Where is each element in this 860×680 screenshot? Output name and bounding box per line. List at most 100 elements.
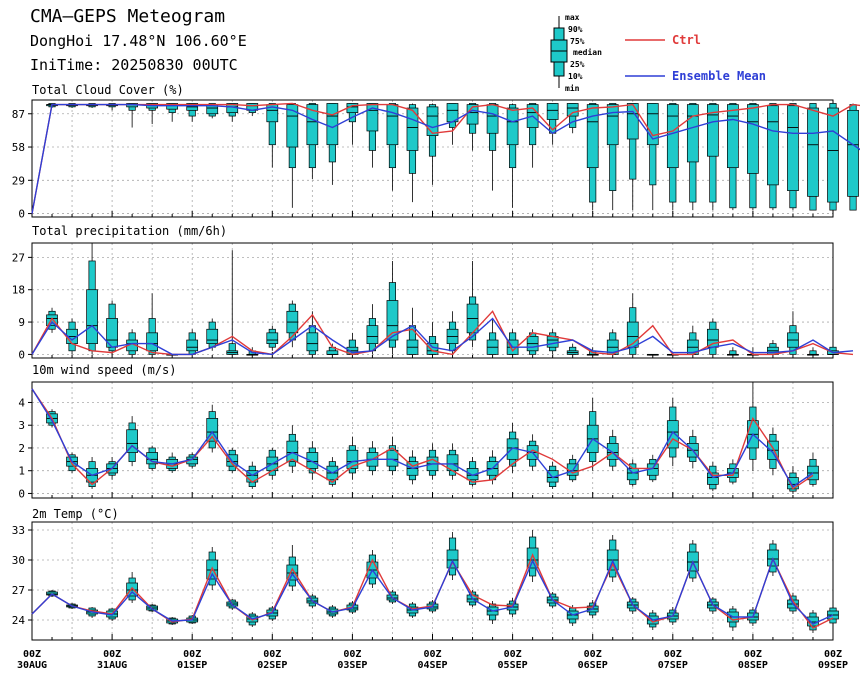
- iqr-box: [426, 343, 439, 355]
- x-tick-label-date: 06SEP: [578, 660, 608, 671]
- iqr-box: [306, 104, 319, 146]
- panel-title: 10m wind speed (m/s): [32, 363, 177, 377]
- iqr-box: [366, 103, 379, 132]
- y-tick-label: 27: [12, 584, 25, 597]
- iqr-box: [606, 104, 619, 146]
- box-plot: [126, 416, 138, 467]
- x-tick-label-hour: 00Z: [23, 649, 41, 660]
- iqr-box: [126, 429, 138, 453]
- p10-p90-box: [729, 350, 737, 355]
- iqr-box: [186, 339, 199, 352]
- iqr-box: [366, 325, 379, 344]
- box-plot: [446, 103, 459, 145]
- x-tick-label-date: 31AUG: [97, 660, 127, 671]
- box-plot: [606, 429, 619, 471]
- ensemble-mean-line: [31, 103, 860, 214]
- y-tick-label: 0: [18, 348, 25, 361]
- box-plot: [666, 103, 679, 211]
- box-plot: [747, 382, 759, 471]
- box-plot: [126, 103, 138, 128]
- box-plot: [366, 103, 379, 168]
- box-plot: [546, 329, 559, 355]
- iqr-box: [526, 547, 539, 569]
- box-plot: [646, 103, 659, 211]
- box-plot: [807, 610, 819, 633]
- iqr-box: [326, 103, 339, 146]
- box-plot: [326, 103, 339, 185]
- box-plot: [266, 325, 279, 351]
- box-plot: [546, 461, 559, 489]
- x-tick-label-hour: 00Z: [584, 649, 602, 660]
- ensemble-mean-line: [31, 557, 834, 625]
- box-plot: [706, 318, 719, 355]
- box-plot: [326, 343, 339, 355]
- box-plot: [546, 103, 559, 145]
- box-plot: [406, 307, 419, 355]
- box-plot: [767, 103, 779, 211]
- iqr-box: [706, 328, 719, 348]
- iqr-box: [386, 104, 399, 146]
- iqr-box: [286, 104, 299, 148]
- box-plot: [306, 103, 319, 180]
- box-plot: [186, 329, 199, 355]
- box-plot: [566, 103, 579, 134]
- iqr-box: [586, 104, 599, 169]
- box-plot: [787, 103, 799, 211]
- iqr-box: [486, 104, 499, 134]
- box-plot: [767, 427, 779, 476]
- iqr-box: [666, 104, 679, 169]
- x-tick-label-hour: 00Z: [744, 649, 762, 660]
- iqr-box: [787, 105, 799, 191]
- box-plot: [606, 535, 619, 582]
- box-plot: [847, 103, 859, 211]
- legend-ctrl-label: Ctrl: [672, 33, 701, 47]
- box-plot: [126, 329, 138, 355]
- iqr-box: [646, 103, 659, 146]
- y-tick-label: 9: [18, 316, 25, 329]
- box-plot: [787, 311, 799, 355]
- box-plot: [747, 103, 759, 211]
- p10-p90-box: [809, 350, 817, 355]
- box-plot: [586, 103, 599, 211]
- box-plot: [446, 311, 459, 355]
- y-tick-label: 0: [18, 487, 25, 500]
- panel-0: Total Cloud Cover (%) 0 29 58 87: [12, 83, 860, 221]
- ctrl-line: [31, 388, 814, 490]
- box-plot: [506, 103, 519, 208]
- y-tick-label: 58: [12, 141, 25, 154]
- iqr-box: [426, 106, 439, 136]
- iqr-box: [727, 104, 739, 169]
- box-plot: [686, 325, 699, 355]
- iqr-box: [206, 328, 219, 344]
- box-plot: [586, 397, 599, 471]
- x-tick-label-date: 04SEP: [417, 660, 447, 671]
- iqr-box: [686, 104, 699, 163]
- box-plot: [446, 532, 459, 580]
- iqr-box: [626, 103, 639, 140]
- box-plot: [807, 103, 819, 211]
- box-plot: [807, 347, 819, 356]
- panel-title: Total precipitation (mm/6h): [32, 224, 227, 238]
- iqr-box: [767, 105, 779, 186]
- iqr-box: [306, 452, 319, 469]
- ctrl-line: [31, 102, 860, 214]
- x-tick-label-hour: 00Z: [343, 649, 361, 660]
- chart-title: CMA—GEPS Meteogram: [30, 6, 226, 27]
- box-plot: [807, 452, 819, 487]
- iqr-box: [807, 107, 819, 197]
- box-plot: [346, 103, 359, 145]
- x-tick-label-hour: 00Z: [423, 649, 441, 660]
- y-tick-label: 33: [12, 524, 25, 537]
- iqr-box: [326, 350, 339, 355]
- iqr-box: [386, 449, 399, 467]
- box-plot: [466, 260, 479, 348]
- iqr-box: [566, 103, 579, 117]
- y-tick-label: 18: [12, 284, 25, 297]
- x-tick-label-date: 09SEP: [818, 660, 848, 671]
- x-tick-label-hour: 00Z: [263, 649, 281, 660]
- box-plot: [286, 425, 299, 473]
- iqr-box: [386, 300, 399, 341]
- x-tick-label-date: 07SEP: [658, 660, 688, 671]
- box-plot: [706, 103, 719, 211]
- x-tick-label-date: 08SEP: [738, 660, 768, 671]
